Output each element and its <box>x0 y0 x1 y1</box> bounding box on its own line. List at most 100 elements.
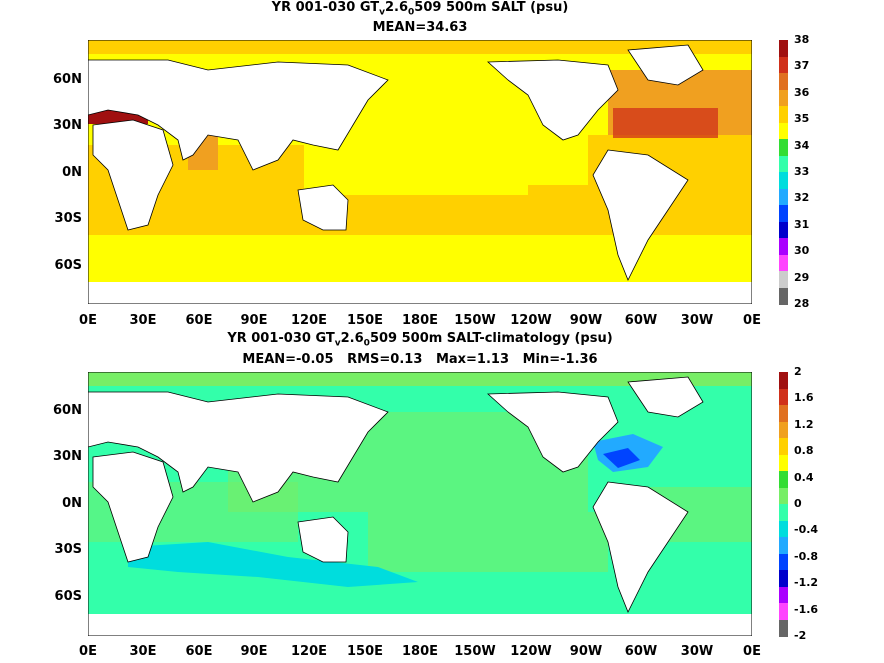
panel2-xlabel-12: 0E <box>743 644 761 659</box>
colorbar-segment <box>779 388 788 406</box>
panel1-xlabel-9: 90W <box>569 313 603 328</box>
panel2-australia <box>297 516 349 563</box>
colorbar-segment <box>779 537 788 554</box>
panel1-xlabel-10: 60W <box>624 313 658 328</box>
panel1-xlabel-8: 120W <box>510 313 552 328</box>
colorbar-segment <box>779 438 788 455</box>
panel2-xlabel-10: 60W <box>624 644 658 659</box>
panel1-north-america <box>486 59 619 141</box>
panel1-xlabel-7: 150W <box>454 313 496 328</box>
colorbar-segment <box>779 553 788 571</box>
panel1-greenland <box>627 44 704 86</box>
panel2-title-suffix: 509 500m SALT-climatology (psu) <box>369 331 613 346</box>
panel1-africa <box>92 119 174 231</box>
panel1-australia <box>297 184 349 231</box>
colorbar-segment <box>779 56 788 74</box>
panel1-xlabel-1: 30E <box>129 313 157 328</box>
panel2-xlabel-7: 150W <box>454 644 496 659</box>
panel1-title-mid: 2.6 <box>385 0 409 15</box>
panel1-ylabel-0n: 0N <box>62 165 82 180</box>
colorbar-segment <box>779 89 788 107</box>
colorbar-segment <box>779 405 788 422</box>
colorbar-tick-label: 35 <box>794 112 810 126</box>
panel2-north-america <box>486 391 619 473</box>
panel1-ylabel-60n: 60N <box>53 72 82 87</box>
panel1-subtropical-atlantic <box>613 108 718 138</box>
colorbar-segment <box>779 106 788 123</box>
colorbar-tick-label: 32 <box>794 191 810 205</box>
panel2-xlabel-4: 120E <box>290 644 328 659</box>
colorbar-tick-label: 37 <box>794 59 810 73</box>
panel2-map <box>88 372 752 636</box>
panel2-title-line2: MEAN=-0.05 RMS=0.13 Max=1.13 Min=-1.36 <box>242 352 598 367</box>
panel2-gulfstream-core <box>603 448 640 468</box>
panel2-africa <box>92 451 174 563</box>
panel2-ylabel-60s: 60S <box>54 589 82 604</box>
panel2-xlabel-3: 90E <box>240 644 268 659</box>
panel2-xlabel-6: 180E <box>401 644 439 659</box>
panel2-south-pacific <box>368 512 608 572</box>
colorbar-segment <box>779 40 788 57</box>
panel1-xlabel-5: 150E <box>346 313 384 328</box>
colorbar-segment <box>779 570 788 587</box>
panel2-title-sub1: v <box>334 338 341 349</box>
panel2-ylabel-60n: 60N <box>53 403 82 418</box>
panel2-title-prefix: YR 001-030 GT <box>227 331 335 346</box>
colorbar-tick-label: 31 <box>794 217 810 231</box>
colorbar-tick-label: 2 <box>794 365 802 378</box>
colorbar-segment <box>779 421 788 439</box>
panel2-title-mid: 2.6 <box>340 331 364 346</box>
colorbar-tick-label: 36 <box>794 85 810 99</box>
colorbar-segment <box>779 155 788 173</box>
panel2-antarctica <box>88 614 752 636</box>
colorbar-segment <box>779 287 788 305</box>
colorbar-segment <box>779 619 788 637</box>
panel1-map-svg <box>88 40 752 304</box>
panel2-title-line1: YR 001-030 GTv2.60509 500m SALT-climatol… <box>88 331 752 352</box>
panel1-xlabel-11: 30W <box>680 313 714 328</box>
panel2-arctic-band <box>88 372 752 386</box>
panel1-title-suffix: 509 500m SALT (psu) <box>414 0 569 15</box>
panel2-south-america <box>592 481 689 613</box>
colorbar-segment <box>779 73 788 90</box>
panel1-title-sub2: 0 <box>408 7 415 18</box>
colorbar-segment <box>779 221 788 239</box>
colorbar-segment <box>779 271 788 288</box>
colorbar-tick-label: -1.2 <box>794 576 819 590</box>
colorbar-segment <box>779 139 788 156</box>
panel1-xlabel-0: 0E <box>79 313 97 328</box>
panel2-xlabel-9: 90W <box>569 644 603 659</box>
panel1-title-line1: YR 001-030 GTv2.60509 500m SALT (psu) <box>88 0 752 21</box>
panel2-xlabel-1: 30E <box>129 644 157 659</box>
panel1-title-prefix: YR 001-030 GT <box>271 0 380 15</box>
colorbar-tick-label: 34 <box>794 138 810 152</box>
panel1-antarctica <box>88 282 752 304</box>
panel2-eurasia <box>88 391 389 503</box>
panel1-eurasia <box>88 59 389 171</box>
colorbar-segment <box>779 520 788 538</box>
panel2-greenland <box>627 376 704 418</box>
colorbar-segment <box>779 372 788 389</box>
panel2-map-svg <box>88 372 752 636</box>
colorbar-tick-label: 0.8 <box>794 444 814 458</box>
panel1-ylabel-30s: 30S <box>54 211 82 226</box>
panel1-xlabel-4: 120E <box>290 313 328 328</box>
colorbar-segment <box>779 487 788 505</box>
panel2-southern-cyan <box>128 542 418 587</box>
colorbar-tick-label: 28 <box>794 297 810 310</box>
colorbar-tick-label: 0.4 <box>794 470 814 484</box>
colorbar-tick-label: -1.6 <box>794 602 819 616</box>
panel1-ylabel-60s: 60S <box>54 258 82 273</box>
panel1-xlabel-12: 0E <box>743 313 761 328</box>
panel2-xlabel-11: 30W <box>680 644 714 659</box>
panel1-xlabel-6: 180E <box>401 313 439 328</box>
panel2-ylabel-0n: 0N <box>62 496 82 511</box>
colorbar-segment <box>779 454 788 472</box>
colorbar-segment <box>779 471 788 488</box>
colorbar-segment <box>779 122 788 140</box>
colorbar-tick-label: 30 <box>794 244 810 258</box>
colorbar-tick-label: 1.6 <box>794 391 814 405</box>
colorbar-tick-label: 38 <box>794 33 810 46</box>
panel1-south-america <box>592 149 689 281</box>
panel1-arctic-band <box>88 40 752 54</box>
